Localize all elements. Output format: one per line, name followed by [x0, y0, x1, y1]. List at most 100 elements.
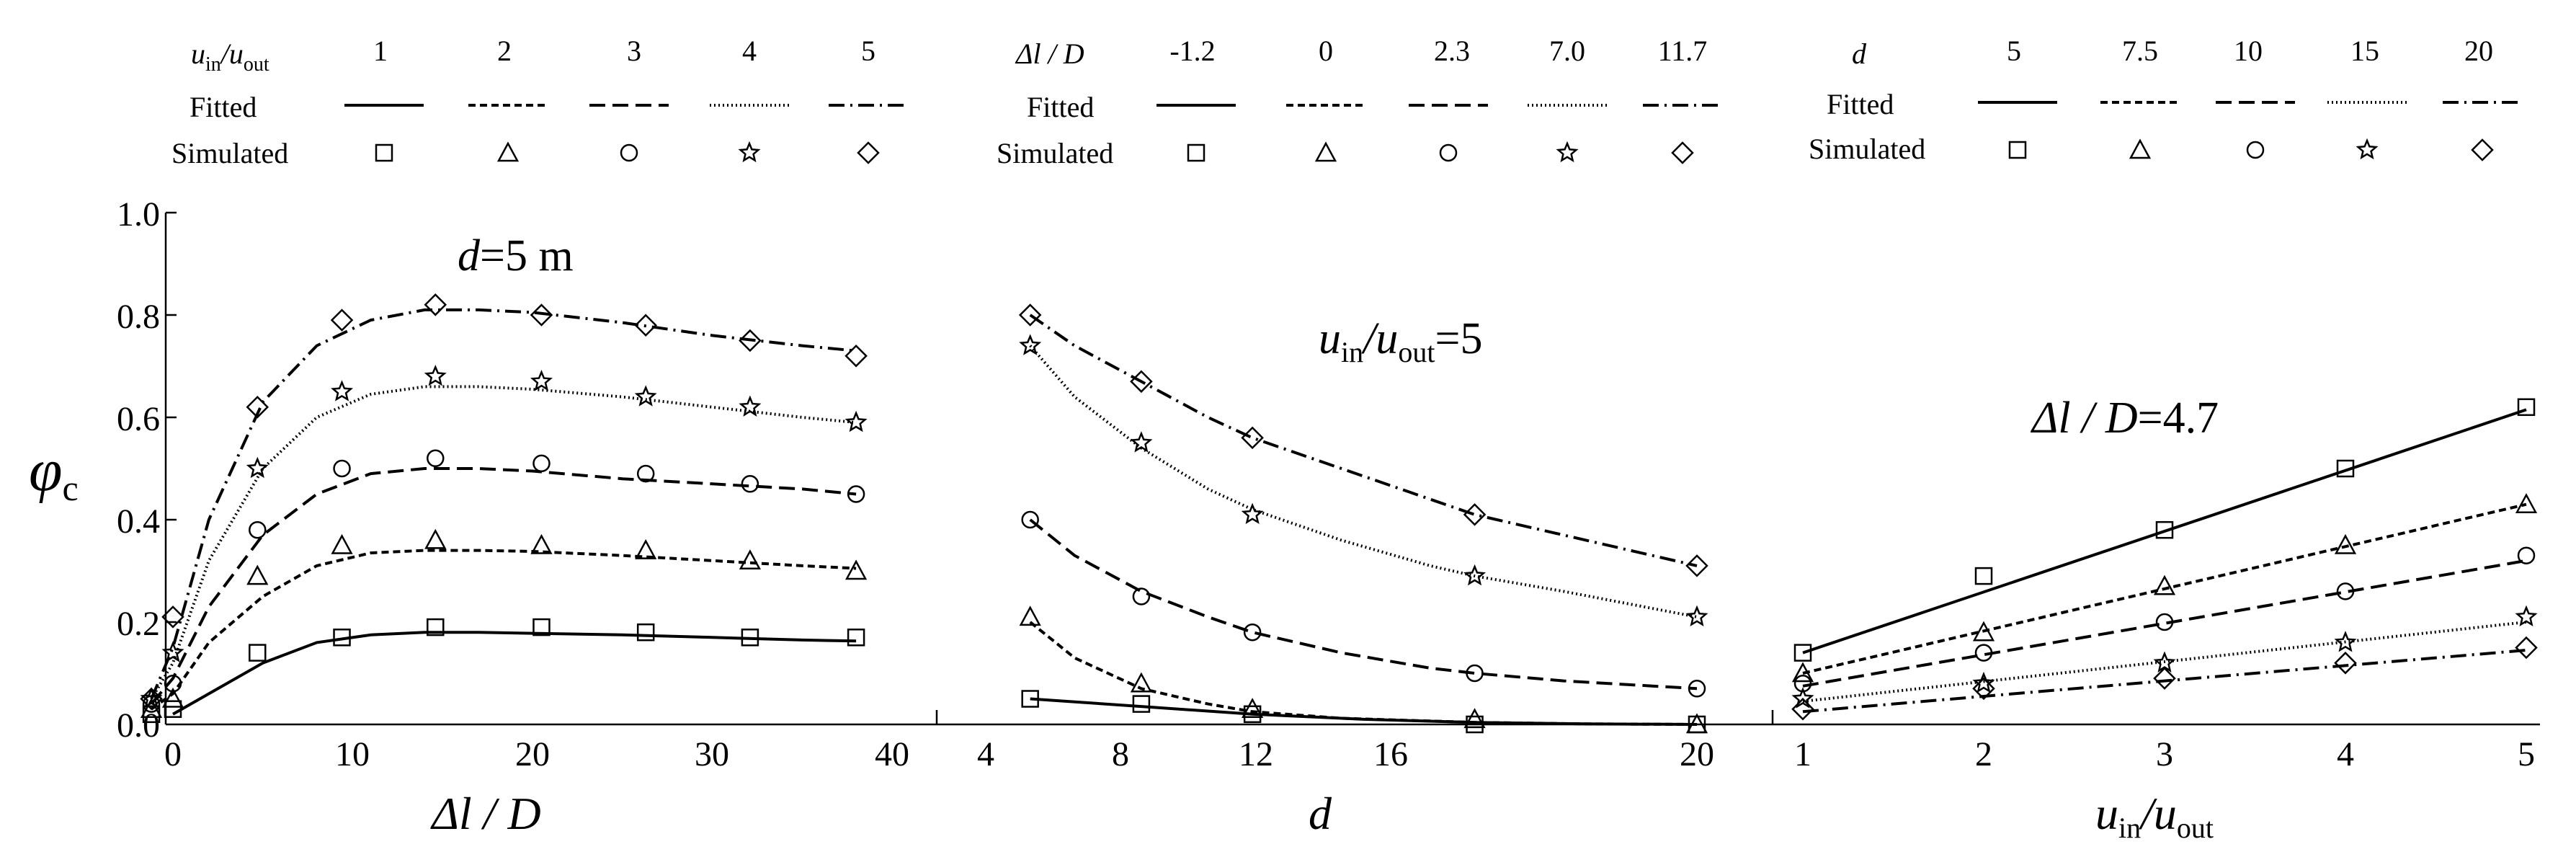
simulated-point-diamond — [634, 314, 657, 337]
simulated-point-circle — [427, 449, 445, 468]
legend-b-value-1: -1.2 — [1169, 35, 1215, 67]
legend-a-value-1: 1 — [373, 35, 388, 67]
simulated-point-square — [164, 700, 182, 718]
x-axis-label-b: d — [1309, 788, 1332, 839]
simulated-point-triangle — [845, 559, 868, 580]
y-tick-label: 1.0 — [117, 195, 160, 234]
simulated-point-circle — [2517, 546, 2536, 564]
legend-c-value-3: 10 — [2234, 35, 2263, 67]
legend-b-simulated-label: Simulated — [997, 137, 1113, 169]
legend-marker-circle — [620, 143, 638, 162]
simulated-point-triangle — [1019, 605, 1041, 626]
fitted-line-5 — [1802, 408, 2527, 654]
simulated-point-diamond — [1130, 370, 1153, 394]
simulated-point-circle — [1243, 623, 1262, 642]
simulated-point-star — [2515, 605, 2538, 626]
simulated-point-diamond — [1463, 503, 1487, 526]
simulated-point-diamond — [424, 293, 447, 316]
simulated-point-triangle — [1972, 621, 1995, 642]
legend-marker-star — [2356, 138, 2379, 160]
simulated-point-square — [249, 644, 267, 662]
simulated-point-square — [2155, 520, 2174, 539]
simulated-point-circle — [2336, 582, 2355, 600]
x-tick-label: 20 — [1680, 735, 1714, 773]
simulated-point-star — [1241, 502, 1264, 525]
fitted-line-10 — [1802, 559, 2527, 688]
legend-marker-triangle — [496, 141, 520, 162]
simulated-point-diamond — [1972, 677, 1995, 701]
simulated-point-star — [1019, 334, 1042, 355]
simulated-point-triangle — [246, 564, 269, 585]
simulated-point-square — [847, 629, 865, 647]
x-axis-label-a: Δl / D — [429, 788, 540, 839]
simulated-point-diamond — [161, 605, 184, 629]
simulated-point-triangle — [424, 528, 447, 549]
simulated-point-triangle — [1130, 672, 1153, 693]
legend-panel-b: Δl / D -1.2 0 2.3 7.0 11.7 Fitted Simula… — [997, 35, 1722, 169]
simulated-point-triangle — [2515, 493, 2538, 513]
x-tick-label: 30 — [695, 735, 729, 773]
simulated-point-circle — [1688, 680, 1706, 698]
x-tick-label: 3 — [2156, 735, 2173, 773]
simulated-point-star — [1130, 431, 1153, 453]
simulated-point-diamond — [739, 329, 762, 352]
x-tick-label: 40 — [875, 735, 909, 773]
fitted-line-11.7 — [1029, 314, 1698, 567]
y-tick-label: 0.6 — [117, 400, 160, 438]
fitted-line-15 — [1802, 621, 2527, 703]
panel-c-series — [1791, 398, 2538, 721]
legend-marker-square — [1187, 143, 1205, 162]
legend-c-title: d — [1852, 37, 1867, 70]
legend-panel-a: uin/uout 1 2 3 4 5 Fitted Simulated — [171, 35, 908, 169]
x-axis-ticks-b: 4 8 12 16 20 — [977, 735, 1714, 773]
simulated-point-square — [532, 618, 551, 636]
simulated-point-square — [1021, 690, 1039, 708]
simulated-point-circle — [333, 459, 351, 478]
simulated-point-diamond — [2515, 636, 2538, 660]
simulated-point-star — [634, 385, 657, 407]
simulated-point-diamond — [1791, 697, 1814, 721]
simulated-point-triangle — [2334, 533, 2357, 554]
legend-b-value-4: 7.0 — [1549, 35, 1585, 67]
simulated-point-diamond — [1241, 426, 1264, 450]
simulated-point-triangle — [1463, 708, 1486, 729]
legend-b-value-2: 0 — [1319, 35, 1333, 67]
legend-a-fitted-label: Fitted — [190, 91, 257, 123]
simulated-point-circle — [1132, 587, 1151, 605]
simulated-point-circle — [1021, 510, 1039, 529]
simulated-point-triangle — [1242, 698, 1264, 718]
simulated-point-star — [1972, 671, 1995, 693]
simulated-point-square — [636, 623, 655, 642]
legend-panel-c: d 5 7.5 10 15 20 Fitted Simulated — [1809, 35, 2522, 165]
legend-marker-square — [2008, 141, 2027, 159]
legend-marker-star — [1556, 141, 1579, 163]
x-tick-label: 0 — [164, 735, 182, 773]
legend-b-value-3: 2.3 — [1434, 35, 1470, 67]
plot-area — [140, 293, 2538, 734]
simulated-point-diamond — [1685, 554, 1708, 577]
legend-c-value-1: 5 — [2007, 35, 2021, 67]
simulated-point-diamond — [530, 303, 553, 327]
legend-c-fitted-label: Fitted — [1827, 88, 1894, 120]
legend-a-value-2: 2 — [497, 35, 512, 67]
legend-marker-star — [738, 141, 761, 163]
y-axis-label: φc — [29, 437, 79, 508]
legend-c-value-4: 15 — [2350, 35, 2379, 67]
x-tick-label: 20 — [515, 735, 550, 773]
y-tick-label: 0.0 — [117, 706, 160, 745]
simulated-point-star — [161, 641, 184, 662]
y-tick-label: 0.4 — [117, 502, 160, 541]
fitted-line-20 — [1802, 649, 2527, 714]
y-axis-ticks: 1.0 0.8 0.6 0.4 0.2 0.0 — [117, 195, 177, 745]
legend-b-fitted-label: Fitted — [1027, 91, 1094, 123]
fitted-line--1.2 — [1030, 697, 1698, 726]
legend-a-value-5: 5 — [861, 35, 875, 67]
legend-b-value-5: 11.7 — [1658, 35, 1708, 67]
x-axis-label-c: uin/uout — [2095, 788, 2214, 844]
fitted-line-2.3 — [1029, 518, 1698, 691]
simulated-point-diamond — [330, 309, 354, 332]
simulated-point-circle — [636, 464, 655, 483]
fitted-line-5 — [150, 308, 857, 700]
simulated-point-diamond — [2334, 652, 2357, 675]
simulated-point-circle — [1974, 644, 1993, 662]
